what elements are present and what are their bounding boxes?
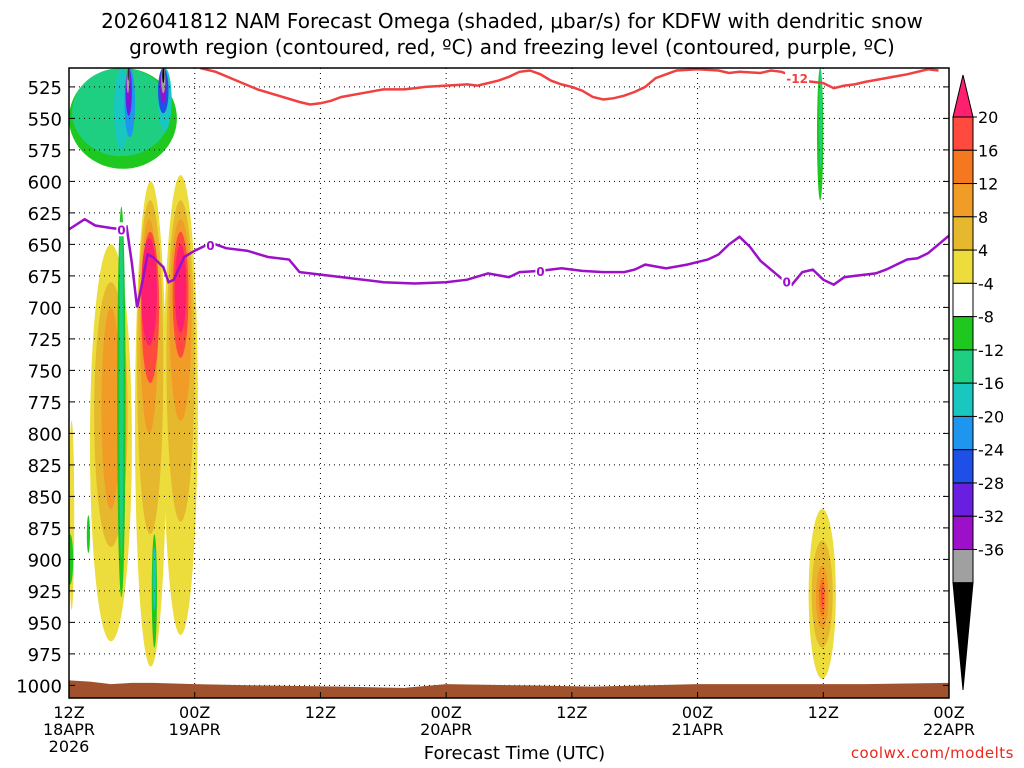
x-tick-label-60-1: 00Z (682, 703, 713, 722)
y-tick-label-775: 775 (28, 393, 62, 414)
omega-region-31 (152, 546, 156, 610)
title-line-1: 2026041812 NAM Forecast Omega (shaded, μ… (101, 9, 923, 33)
colorbar-swatch-3 (952, 183, 974, 218)
y-tick-label-875: 875 (28, 519, 62, 540)
x-tick-label-24-1: 12Z (305, 703, 336, 722)
omega-shading (69, 68, 836, 680)
colorbar-label-13: -32 (978, 507, 1004, 526)
colorbar-label-6: -4 (978, 274, 994, 293)
colorbar-label-10: -20 (978, 407, 1004, 426)
colorbar-swatch-10 (952, 415, 974, 451)
colorbar-swatch-9 (952, 382, 974, 417)
freezing-level-contour (69, 217, 949, 308)
colorbar-label-5: 4 (978, 241, 988, 260)
colorbar-bottom-arrow (952, 582, 974, 691)
y-tick-label-825: 825 (28, 456, 62, 477)
freezing-level-label-4: 0 (782, 276, 790, 290)
x-tick-label-36-1: 00Z (430, 703, 461, 722)
colorbar-label-3: 12 (978, 175, 998, 194)
colorbar-swatch-8 (952, 349, 974, 384)
omega-region-40 (821, 584, 824, 608)
y-tick-label-900: 900 (28, 550, 62, 571)
y-tick-label-725: 725 (28, 330, 62, 351)
x-tick-label-72-1: 12Z (808, 703, 839, 722)
x-tick-label-0-1: 12Z (53, 703, 84, 722)
colorbar-label-11: -24 (978, 441, 1004, 460)
colorbar-label-4: 8 (978, 208, 988, 227)
y-tick-label-800: 800 (28, 424, 62, 445)
x-tick-label-48-1: 12Z (556, 703, 587, 722)
freezing-label-bg-1 (116, 222, 127, 237)
colorbar-label-8: -12 (978, 341, 1004, 360)
credit-text: coolwx.com/modelts (850, 744, 1014, 762)
colorbar-label-7: -8 (978, 308, 994, 327)
colorbar-swatch-11 (952, 449, 974, 484)
x-tick-label-36-2: 20APR (420, 720, 472, 739)
freezing-level-label-3: 0 (536, 265, 544, 279)
y-tick-label-750: 750 (28, 361, 62, 382)
omega-region-13 (127, 68, 129, 81)
chart-axes: 525 550 575 600 625 650 675 700 725 750 775 800 825 8… (16, 67, 975, 756)
freezing-label-bg-3 (535, 263, 546, 278)
y-tick-label-600: 600 (28, 172, 62, 193)
colorbar-swatch-4 (952, 216, 974, 251)
plot-frame (68, 67, 950, 699)
colorbar-swatch-6 (952, 282, 974, 318)
colorbar-label-14: -36 (978, 541, 1004, 560)
freezing-label-bg-4 (781, 274, 792, 289)
x-axis-label: Forecast Time (UTC) (423, 743, 606, 764)
x-tick-label-12-1: 00Z (179, 703, 210, 722)
y-tick-label-1000: 1000 (16, 676, 62, 697)
dgz-label-bg (785, 71, 810, 86)
omega-region-33 (86, 515, 90, 554)
omega-region-35 (819, 68, 823, 169)
omega-region-29 (119, 219, 124, 560)
colorbar-top-arrow (952, 74, 974, 118)
colorbar-swatch-12 (952, 482, 974, 517)
colorbar-swatch-14 (952, 549, 974, 584)
x-tick-label-60-2: 21APR (672, 720, 724, 739)
y-tick-label-550: 550 (28, 109, 62, 130)
y-tick-label-975: 975 (28, 645, 62, 666)
x-tick-label-0-2: 18APR (43, 720, 95, 739)
y-tick-label-650: 650 (28, 235, 62, 256)
freezing-level-label-2: 0 (206, 239, 214, 253)
title-line-2: growth region (contoured, red, ºC) and f… (129, 35, 895, 59)
y-tick-label-925: 925 (28, 582, 62, 603)
y-tick-label-700: 700 (28, 298, 62, 319)
colorbar-legend: 20 16 12 8 4 -4 -8 -12 -16 -20 -24 -28 -32 -36 (952, 74, 1004, 691)
y-tick-label-850: 850 (28, 487, 62, 508)
chart-title: 2026041812 NAM Forecast Omega (shaded, μ… (0, 8, 1024, 60)
x-tick-label-12-2: 19APR (169, 720, 221, 739)
colorbar-label-2: 16 (978, 141, 998, 160)
colorbar-label-12: -28 (978, 474, 1004, 493)
omega-region-26 (174, 244, 187, 333)
omega-region-12 (162, 68, 165, 84)
ground-terrain (69, 680, 949, 698)
colorbar-swatch-1 (952, 116, 974, 151)
x-tick-label-84-1: 00Z (933, 703, 964, 722)
y-tick-label-950: 950 (28, 613, 62, 634)
x-tick-label-84-2: 22APR (923, 720, 975, 739)
x-tick-label-0-3: 2026 (49, 737, 90, 756)
omega-region-16 (101, 307, 121, 510)
colorbar-label-1: 20 (978, 108, 998, 127)
colorbar-swatch-2 (952, 149, 974, 185)
colorbar-label-9: -16 (978, 374, 1004, 393)
colorbar-swatch-5 (952, 249, 974, 284)
y-tick-label-525: 525 (28, 78, 62, 99)
colorbar-swatch-7 (952, 316, 974, 351)
dgz-minus12-label: -12 (786, 72, 808, 86)
y-tick-label-625: 625 (28, 204, 62, 225)
ground-fill (69, 680, 949, 698)
y-tick-label-575: 575 (28, 141, 62, 162)
y-tick-label-675: 675 (28, 267, 62, 288)
colorbar-swatch-13 (952, 515, 974, 551)
freezing-label-bg-2 (205, 238, 216, 253)
freezing-level-label-1: 0 (117, 223, 125, 237)
dgz-minus12-contour (199, 68, 939, 106)
contour-lines: 0 0 0 0 -12 (69, 68, 949, 308)
